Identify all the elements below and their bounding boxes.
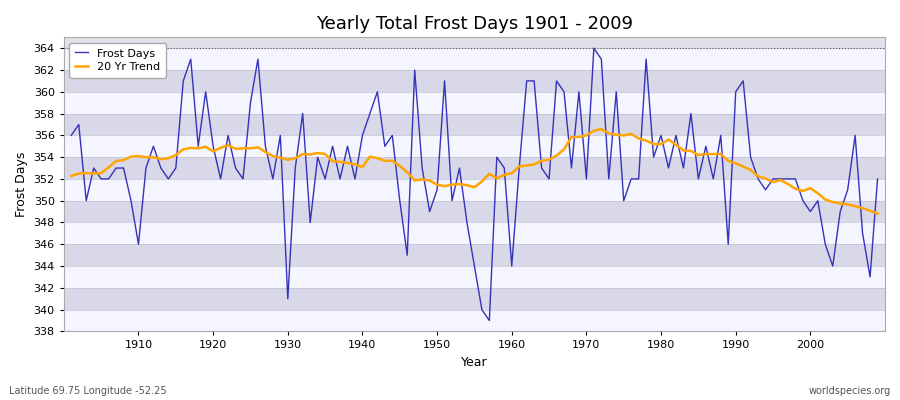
Bar	[64, 244, 885, 266]
Frost Days	[507, 264, 517, 268]
20 Yr Trend	[596, 127, 607, 132]
20 Yr Trend	[872, 211, 883, 216]
Text: worldspecies.org: worldspecies.org	[809, 386, 891, 396]
Bar	[64, 70, 885, 92]
Frost Days	[126, 198, 137, 203]
Bar	[64, 222, 885, 244]
Legend: Frost Days, 20 Yr Trend: Frost Days, 20 Yr Trend	[69, 43, 166, 78]
Frost Days	[872, 176, 883, 181]
Title: Yearly Total Frost Days 1901 - 2009: Yearly Total Frost Days 1901 - 2009	[316, 15, 633, 33]
20 Yr Trend	[335, 160, 346, 164]
Line: 20 Yr Trend: 20 Yr Trend	[71, 129, 878, 214]
Bar	[64, 114, 885, 135]
Frost Days	[514, 166, 525, 170]
Bar	[64, 310, 885, 332]
X-axis label: Year: Year	[461, 356, 488, 369]
Frost Days	[66, 133, 77, 138]
20 Yr Trend	[66, 174, 77, 178]
Bar	[64, 48, 885, 70]
Bar	[64, 179, 885, 201]
20 Yr Trend	[499, 172, 509, 177]
Line: Frost Days: Frost Days	[71, 48, 878, 320]
Frost Days	[335, 176, 346, 181]
Frost Days	[611, 89, 622, 94]
Frost Days	[484, 318, 495, 323]
20 Yr Trend	[603, 131, 614, 136]
20 Yr Trend	[126, 154, 137, 159]
20 Yr Trend	[507, 171, 517, 176]
Text: Latitude 69.75 Longitude -52.25: Latitude 69.75 Longitude -52.25	[9, 386, 166, 396]
Y-axis label: Frost Days: Frost Days	[15, 152, 28, 217]
Bar	[64, 135, 885, 157]
Bar	[64, 157, 885, 179]
Bar	[64, 288, 885, 310]
Bar	[64, 92, 885, 114]
Frost Days	[589, 46, 599, 51]
20 Yr Trend	[290, 156, 301, 160]
Frost Days	[290, 166, 301, 170]
Bar	[64, 266, 885, 288]
Bar	[64, 201, 885, 222]
